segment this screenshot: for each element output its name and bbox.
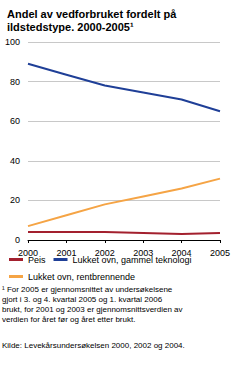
svg-text:¹ For 2005 er gjennomsnittet a: ¹ For 2005 er gjennomsnittet av undersøk… (2, 285, 175, 294)
svg-text:60: 60 (10, 116, 20, 126)
svg-text:20: 20 (10, 195, 20, 205)
svg-text:2004: 2004 (171, 247, 192, 258)
svg-text:2000: 2000 (18, 247, 38, 258)
svg-text:Lukket ovn, rentbrennende: Lukket ovn, rentbrennende (28, 272, 135, 282)
svg-text:gjort i 3. og 4. kvartal 2005: gjort i 3. og 4. kvartal 2005 og 1. kvar… (2, 295, 164, 304)
svg-text:0: 0 (15, 235, 20, 245)
svg-text:2003: 2003 (133, 247, 154, 258)
svg-text:40: 40 (10, 156, 20, 166)
svg-text:Peis: Peis (28, 255, 46, 265)
svg-text:2005: 2005 (210, 248, 230, 258)
svg-text:2001: 2001 (56, 247, 77, 258)
svg-text:80: 80 (10, 77, 20, 87)
svg-text:2002: 2002 (94, 247, 115, 258)
svg-text:brukt, for 2001 og 2003 er gje: brukt, for 2001 og 2003 er gjennomsnitts… (2, 305, 185, 314)
svg-text:ildstedstype. 2000-2005¹: ildstedstype. 2000-2005¹ (7, 21, 134, 33)
svg-text:Kilde: Levekårsundersøkelsen 2: Kilde: Levekårsundersøkelsen 2000, 2002 … (2, 341, 185, 350)
svg-text:verdien for året før og året e: verdien for året før og året etter brukt… (2, 315, 135, 324)
svg-text:Andel av vedforbruket fordelt: Andel av vedforbruket fordelt på (7, 8, 179, 20)
svg-text:100: 100 (5, 37, 20, 47)
svg-text:Lukket ovn, gammel teknologi: Lukket ovn, gammel teknologi (73, 255, 192, 265)
